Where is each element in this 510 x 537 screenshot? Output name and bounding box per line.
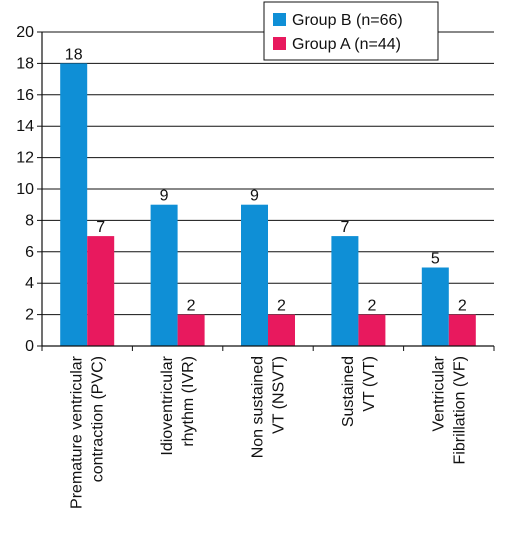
legend-label: Group B (n=66) [292,12,403,29]
y-axis-ticks: 0 2 4 6 8 10 12 14 16 18 20 [16,24,42,355]
y-tick-label: 8 [25,212,34,229]
x-category-label: Idioventricular [159,355,176,455]
data-label: 2 [458,298,467,315]
bar-group-b [421,267,449,346]
data-label: 18 [65,46,83,63]
x-category-label: VT (VT) [361,356,378,412]
x-category-label: Fibrillation (VF) [451,356,468,464]
x-category-label: VT (NSVT) [271,356,288,434]
y-tick-label: 2 [25,307,34,324]
bar-group-b [150,204,178,346]
y-tick-label: 14 [16,118,34,135]
y-tick-label: 16 [16,87,34,104]
x-category-label: Sustained [340,356,357,427]
legend-swatch [273,37,286,50]
x-category-label: contraction (PVC) [90,356,107,482]
data-label: 7 [340,219,349,236]
axes [41,32,495,351]
y-tick-label: 4 [25,275,34,292]
data-label: 5 [431,251,440,268]
bar-group-b [60,63,88,347]
bar-group-a [268,314,295,346]
data-label: 2 [367,298,376,315]
legend-box [263,1,439,61]
bar-group-b [331,236,359,346]
data-label: 9 [250,188,259,205]
bar-group-b [241,204,268,346]
value-labels: 18 7 9 2 9 2 7 2 5 2 [65,46,467,314]
bar-group-a [177,314,205,346]
x-category-label: Non sustained [250,356,267,458]
y-tick-label: 10 [16,181,34,198]
bars [60,63,476,347]
x-category-label: Premature ventricular [69,355,86,509]
data-label: 7 [96,219,105,236]
bar-group-a [358,314,386,346]
data-label: 2 [277,298,286,315]
data-label: 2 [187,298,196,315]
y-tick-label: 20 [16,24,34,41]
bar-group-a [87,236,115,346]
legend: Group B (n=66) Group A (n=44) [263,1,439,61]
legend-label: Group A (n=44) [292,36,401,53]
legend-swatch [273,13,286,26]
data-label: 9 [160,188,169,205]
category-labels: Premature ventricular contraction (PVC) Id… [69,355,469,509]
x-category-label: Ventricular [430,355,447,431]
bar-group-a [448,314,476,346]
y-tick-label: 0 [25,338,34,355]
y-tick-label: 6 [25,244,34,261]
y-tick-label: 12 [16,150,34,167]
y-tick-label: 18 [16,55,34,72]
x-category-label: rhythm (IVR) [180,356,197,447]
